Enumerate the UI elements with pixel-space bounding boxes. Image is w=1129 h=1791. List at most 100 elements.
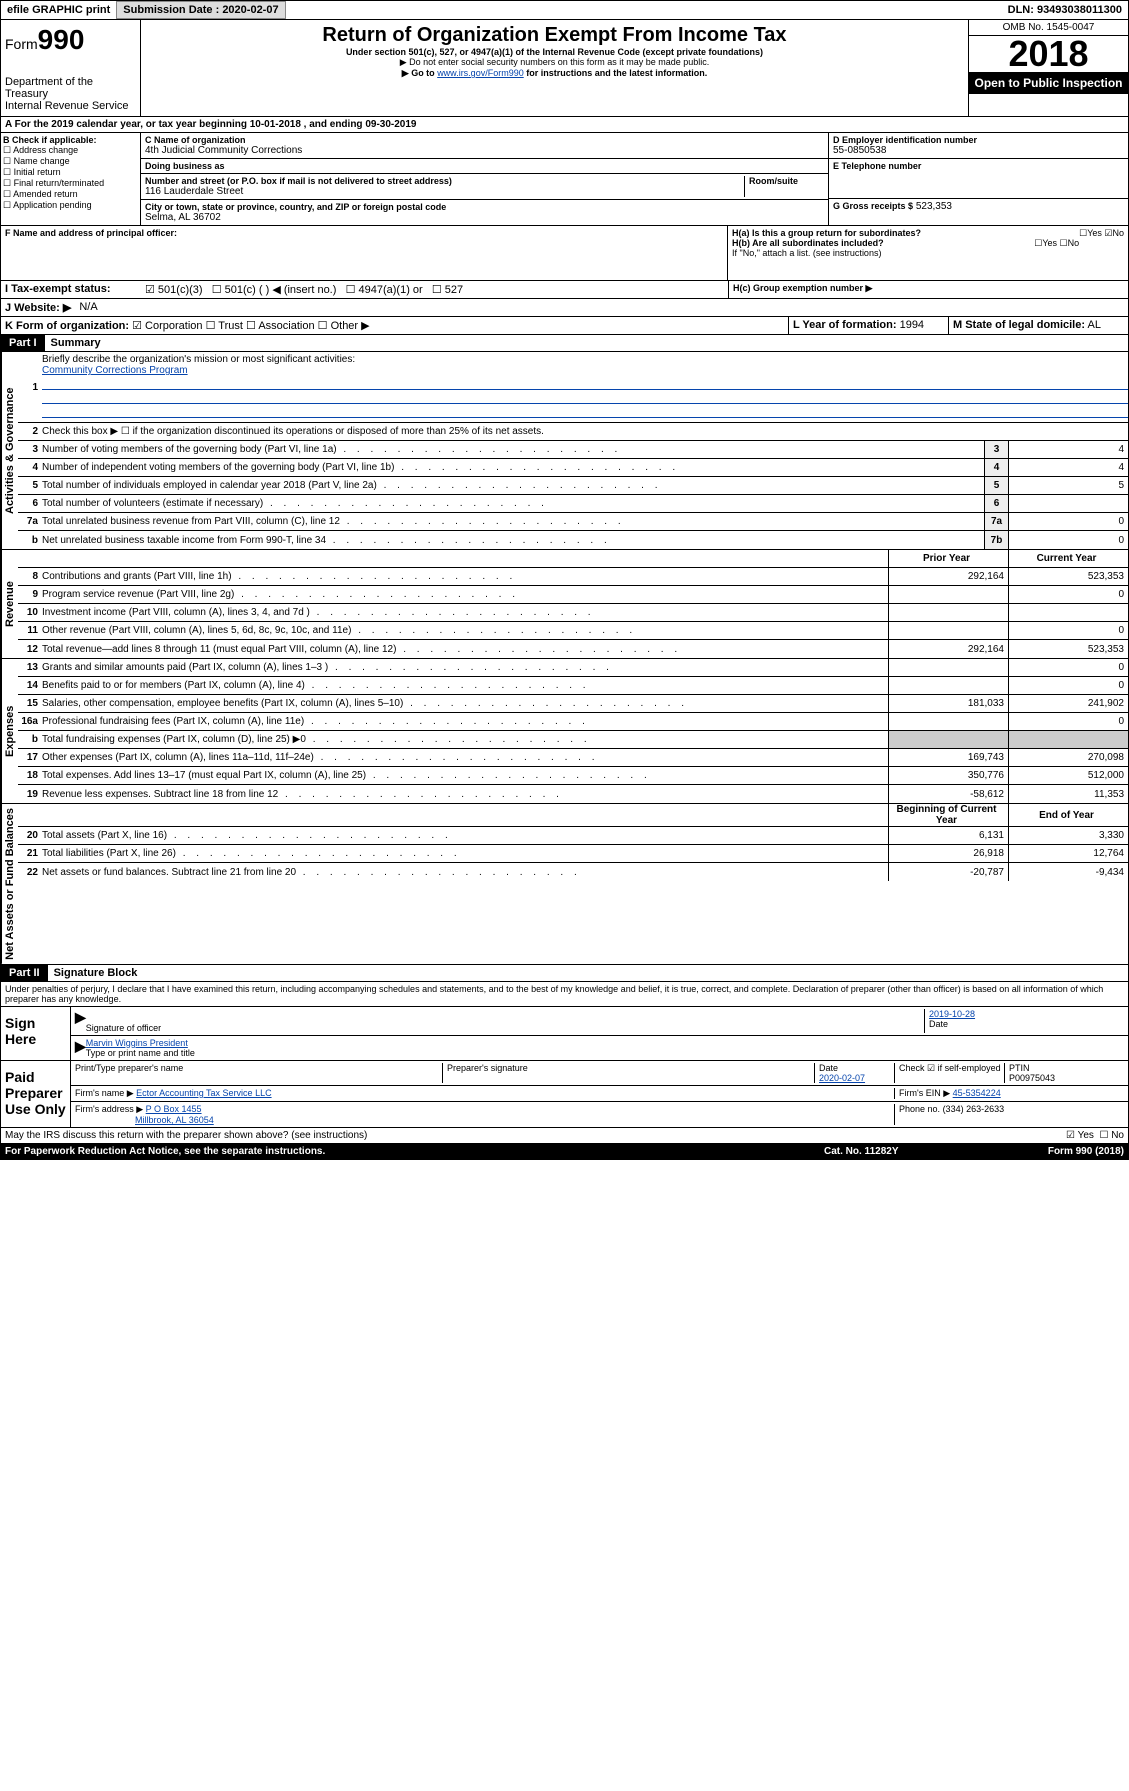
governance-section: Activities & Governance 1Briefly describ…	[0, 352, 1129, 550]
ein-label: D Employer identification number	[833, 135, 1124, 145]
chk-application[interactable]: ☐ Application pending	[3, 200, 138, 211]
line-5: 5Total number of individuals employed in…	[18, 477, 1128, 495]
city-label: City or town, state or province, country…	[145, 202, 824, 212]
dln: DLN: 93493038011300	[1002, 2, 1128, 18]
row-j: J Website: ▶ N/A	[0, 299, 1129, 317]
hc-label: H(c) Group exemption number ▶	[728, 281, 1128, 298]
chk-other[interactable]: ☐ Other ▶	[318, 320, 370, 332]
paid-preparer-block: Paid Preparer Use Only Print/Type prepar…	[0, 1061, 1129, 1128]
row-f-h: F Name and address of principal officer:…	[0, 226, 1129, 281]
irs-label: Internal Revenue Service	[5, 100, 136, 112]
line-11: 11Other revenue (Part VIII, column (A), …	[18, 622, 1128, 640]
perjury-declaration: Under penalties of perjury, I declare th…	[0, 982, 1129, 1007]
part2-header: Part II Signature Block	[0, 965, 1129, 982]
line-10: 10Investment income (Part VIII, column (…	[18, 604, 1128, 622]
form-note1: ▶ Do not enter social security numbers o…	[145, 57, 964, 68]
chk-corp[interactable]: ☑ Corporation	[132, 320, 202, 332]
officer-value	[5, 238, 723, 278]
row-i: I Tax-exempt status: ☑ 501(c)(3) ☐ 501(c…	[0, 281, 1129, 299]
chk-assoc[interactable]: ☐ Association	[246, 320, 315, 332]
line-6: 6Total number of volunteers (estimate if…	[18, 495, 1128, 513]
chk-final-return[interactable]: ☐ Final return/terminated	[3, 178, 138, 189]
form-subtitle: Under section 501(c), 527, or 4947(a)(1)…	[145, 47, 964, 57]
officer-name: Marvin Wiggins President	[86, 1038, 1124, 1048]
discuss-row: May the IRS discuss this return with the…	[0, 1128, 1129, 1144]
discuss-yes[interactable]: ☑ Yes	[1066, 1130, 1094, 1141]
expenses-section: Expenses 13Grants and similar amounts pa…	[0, 659, 1129, 804]
chk-amended[interactable]: ☐ Amended return	[3, 189, 138, 200]
line-20: 20Total assets (Part X, line 16)6,1313,3…	[18, 827, 1128, 845]
room-label: Room/suite	[749, 176, 824, 186]
line-14: 14Benefits paid to or for members (Part …	[18, 677, 1128, 695]
form-title: Return of Organization Exempt From Incom…	[145, 24, 964, 47]
paid-preparer-label: Paid Preparer Use Only	[1, 1061, 71, 1127]
chk-address-change[interactable]: ☐ Address change	[3, 145, 138, 156]
gross-value: 523,353	[916, 201, 952, 212]
governance-label: Activities & Governance	[1, 352, 18, 549]
line-15: 15Salaries, other compensation, employee…	[18, 695, 1128, 713]
mission-text: Community Corrections Program	[42, 365, 188, 376]
line-3: 3Number of voting members of the governi…	[18, 441, 1128, 459]
officer-label: F Name and address of principal officer:	[5, 228, 723, 238]
line-4: 4Number of independent voting members of…	[18, 459, 1128, 477]
chk-501c[interactable]: ☐ 501(c) ( ) ◀ (insert no.)	[212, 284, 337, 296]
org-name-label: C Name of organization	[145, 135, 824, 145]
expenses-label: Expenses	[1, 659, 18, 803]
revenue-section: Revenue Prior YearCurrent Year 8Contribu…	[0, 550, 1129, 659]
submission-date[interactable]: Submission Date : 2020-02-07	[116, 1, 285, 19]
chk-name-change[interactable]: ☐ Name change	[3, 156, 138, 167]
dba-label: Doing business as	[145, 161, 824, 171]
form990-link[interactable]: www.irs.gov/Form990	[437, 68, 524, 78]
line-21: 21Total liabilities (Part X, line 26)26,…	[18, 845, 1128, 863]
chk-trust[interactable]: ☐ Trust	[206, 320, 243, 332]
title-block: Form990 Department of the Treasury Inter…	[0, 20, 1129, 117]
line-7a: 7aTotal unrelated business revenue from …	[18, 513, 1128, 531]
chk-501c3[interactable]: ☑ 501(c)(3)	[145, 284, 203, 296]
line-12: 12Total revenue—add lines 8 through 11 (…	[18, 640, 1128, 658]
sign-date: 2019-10-28	[929, 1009, 1124, 1019]
header-bar: efile GRAPHIC print Submission Date : 20…	[0, 0, 1129, 20]
chk-527[interactable]: ☐ 527	[432, 284, 463, 296]
line-19: 19Revenue less expenses. Subtract line 1…	[18, 785, 1128, 803]
chk-4947[interactable]: ☐ 4947(a)(1) or	[346, 284, 423, 296]
ha-label: H(a) Is this a group return for subordin…	[732, 228, 1124, 238]
line-22: 22Net assets or fund balances. Subtract …	[18, 863, 1128, 881]
line-8: 8Contributions and grants (Part VIII, li…	[18, 568, 1128, 586]
form-number: Form990	[5, 24, 136, 56]
part1-header: Part I Summary	[0, 335, 1129, 352]
chk-initial-return[interactable]: ☐ Initial return	[3, 167, 138, 178]
org-name: 4th Judicial Community Corrections	[145, 145, 824, 156]
firm-name: Ector Accounting Tax Service LLC	[136, 1088, 271, 1098]
addr-value: 116 Lauderdale Street	[145, 186, 744, 197]
city-value: Selma, AL 36702	[145, 212, 824, 223]
discuss-no[interactable]: ☐ No	[1099, 1130, 1124, 1141]
gross-label: G Gross receipts $	[833, 201, 913, 211]
hb-note: If "No," attach a list. (see instruction…	[732, 248, 1124, 258]
sign-here-block: Sign Here ▶ Signature of officer 2019-10…	[0, 1007, 1129, 1061]
sign-here-label: Sign Here	[1, 1007, 71, 1060]
hb-label: H(b) Are all subordinates included? ☐Yes…	[732, 238, 1124, 248]
row-klm: K Form of organization: ☑ Corporation ☐ …	[0, 317, 1129, 335]
line-18: 18Total expenses. Add lines 13–17 (must …	[18, 767, 1128, 785]
dept-label: Department of the Treasury	[5, 76, 136, 100]
website-value: N/A	[75, 299, 101, 316]
netassets-section: Net Assets or Fund Balances Beginning of…	[0, 804, 1129, 965]
line-17: 17Other expenses (Part IX, column (A), l…	[18, 749, 1128, 767]
footer-bar: For Paperwork Reduction Act Notice, see …	[0, 1144, 1129, 1160]
section-b: B Check if applicable: ☐ Address change …	[1, 133, 141, 225]
open-public-badge: Open to Public Inspection	[969, 72, 1128, 94]
form-note2: ▶ Go to www.irs.gov/Form990 for instruct…	[145, 68, 964, 79]
line-b: bTotal fundraising expenses (Part IX, co…	[18, 731, 1128, 749]
efile-label: efile GRAPHIC print	[1, 2, 116, 18]
addr-label: Number and street (or P.O. box if mail i…	[145, 176, 744, 186]
line-b: bNet unrelated business taxable income f…	[18, 531, 1128, 549]
row-a-tax-year: A For the 2019 calendar year, or tax yea…	[0, 117, 1129, 133]
revenue-label: Revenue	[1, 550, 18, 658]
tax-year: 2018	[969, 36, 1128, 72]
line-13: 13Grants and similar amounts paid (Part …	[18, 659, 1128, 677]
phone-label: E Telephone number	[833, 161, 1124, 171]
line-16a: 16aProfessional fundraising fees (Part I…	[18, 713, 1128, 731]
ein-value: 55-0850538	[833, 145, 1124, 156]
identification-grid: B Check if applicable: ☐ Address change …	[0, 133, 1129, 226]
line-9: 9Program service revenue (Part VIII, lin…	[18, 586, 1128, 604]
